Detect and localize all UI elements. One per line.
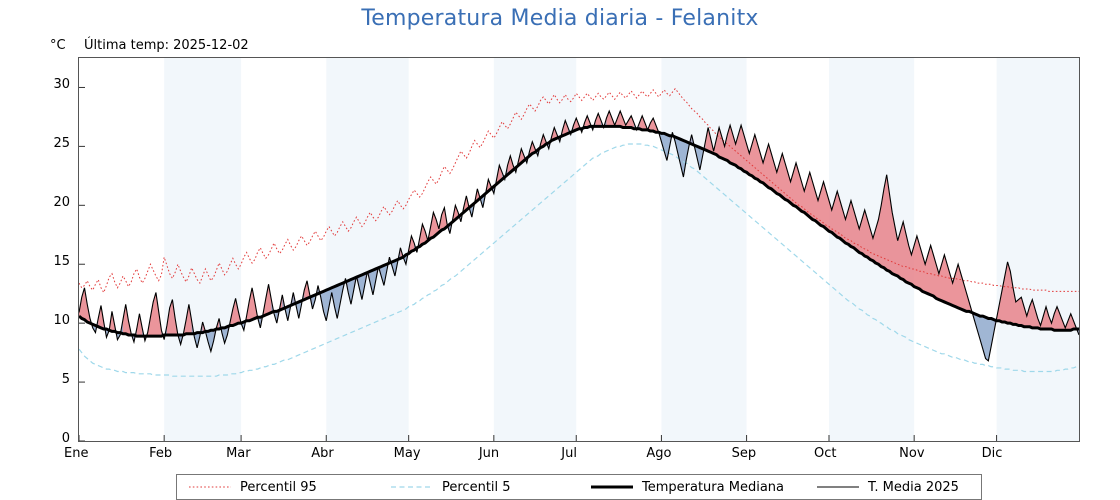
x-tick-label: Abr (311, 446, 334, 461)
legend-item[interactable]: T. Media 2025 (815, 475, 959, 499)
y-tick-label: 5 (61, 372, 70, 388)
y-tick-label: 15 (53, 254, 70, 270)
legend-item[interactable]: Temperatura Mediana (589, 475, 784, 499)
page-title: Temperatura Media diaria - Felanitx (361, 6, 759, 31)
x-tick-label: Dic (981, 446, 1003, 461)
y-axis-unit-label: °C (50, 38, 66, 53)
x-tick-label: Jul (561, 446, 577, 461)
x-tick-label: Oct (814, 446, 837, 461)
x-tick-label: Ago (646, 446, 672, 461)
x-tick-label: May (393, 446, 421, 461)
legend-item[interactable]: Percentil 95 (187, 475, 317, 499)
legend-swatch-icon (591, 485, 633, 489)
y-tick-label: 25 (53, 136, 70, 152)
chart-legend: Percentil 95 Percentil 5 Temperatura Media… (176, 474, 982, 500)
legend-item[interactable]: Percentil 5 (389, 475, 511, 499)
x-tick-label: Sep (731, 446, 757, 461)
y-tick-label: 10 (53, 313, 70, 329)
x-tick-label: Jun (478, 446, 500, 461)
legend-label: T. Media 2025 (868, 479, 959, 495)
x-tick-label: Feb (149, 446, 173, 461)
legend-label: Percentil 5 (442, 479, 511, 495)
plot-area (78, 57, 1080, 442)
y-tick-label: 20 (53, 195, 70, 211)
legend-swatch-icon (391, 486, 433, 488)
last-temp-label: Última temp: 2025-12-02 (84, 38, 249, 53)
chart-svg (79, 58, 1079, 441)
legend-swatch-icon (817, 486, 859, 488)
legend-swatch-icon (189, 486, 231, 488)
y-tick-label: 30 (53, 77, 70, 93)
x-tick-label: Mar (226, 446, 251, 461)
x-tick-label: Ene (64, 446, 89, 461)
y-tick-label: 0 (61, 431, 70, 446)
legend-label: Percentil 95 (240, 479, 317, 495)
legend-label: Temperatura Mediana (642, 479, 784, 495)
x-tick-label: Nov (899, 446, 925, 461)
